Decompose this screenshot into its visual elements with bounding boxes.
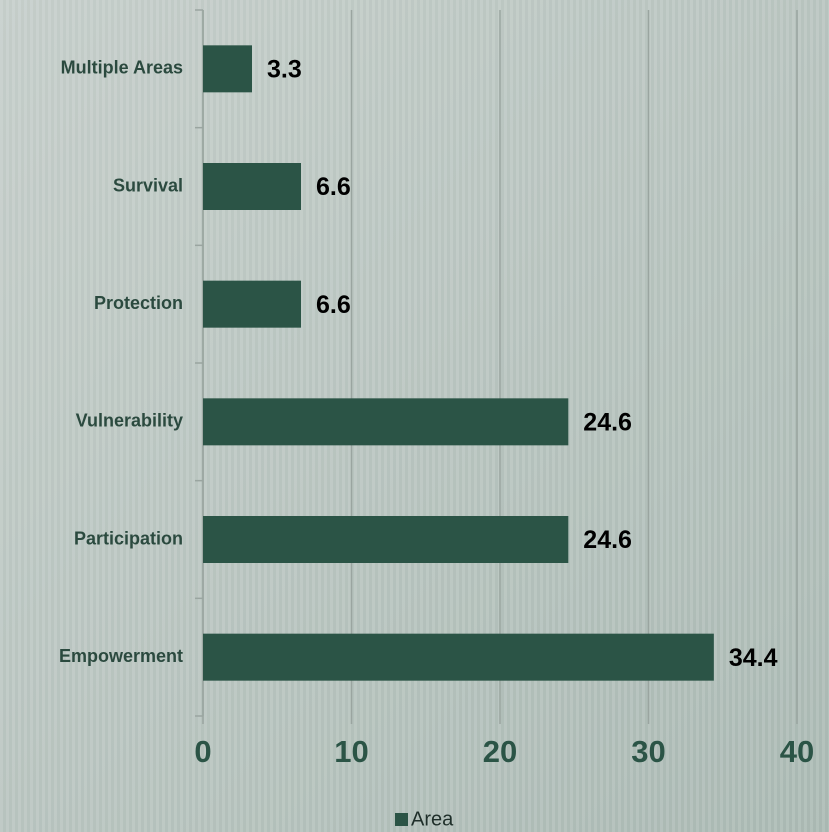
x-tick-label: 10	[334, 734, 368, 769]
value-label: 24.6	[583, 526, 632, 554]
value-label: 6.6	[316, 173, 351, 201]
y-tick-label: Protection	[94, 293, 183, 313]
x-tick-label: 0	[194, 734, 211, 769]
x-tick-label: 30	[631, 734, 665, 769]
value-label: 6.6	[316, 291, 351, 319]
bar	[203, 516, 569, 563]
bar	[203, 398, 569, 446]
value-label: 24.6	[583, 408, 632, 436]
y-tick-label: Survival	[113, 175, 183, 195]
y-tick-label: Participation	[74, 528, 183, 548]
bar	[203, 633, 714, 681]
bar	[203, 280, 302, 328]
x-tick-label: 40	[780, 734, 814, 769]
y-tick-label: Multiple Areas	[61, 58, 183, 78]
legend-label: Area	[411, 808, 454, 830]
value-label: 34.4	[729, 644, 778, 672]
y-tick-label: Empowerment	[59, 646, 183, 666]
bar	[203, 45, 253, 93]
bar	[203, 163, 302, 210]
legend-swatch	[395, 813, 408, 826]
value-label: 3.3	[267, 55, 302, 83]
x-tick-label: 20	[483, 734, 517, 769]
y-tick-label: Vulnerability	[76, 411, 183, 431]
